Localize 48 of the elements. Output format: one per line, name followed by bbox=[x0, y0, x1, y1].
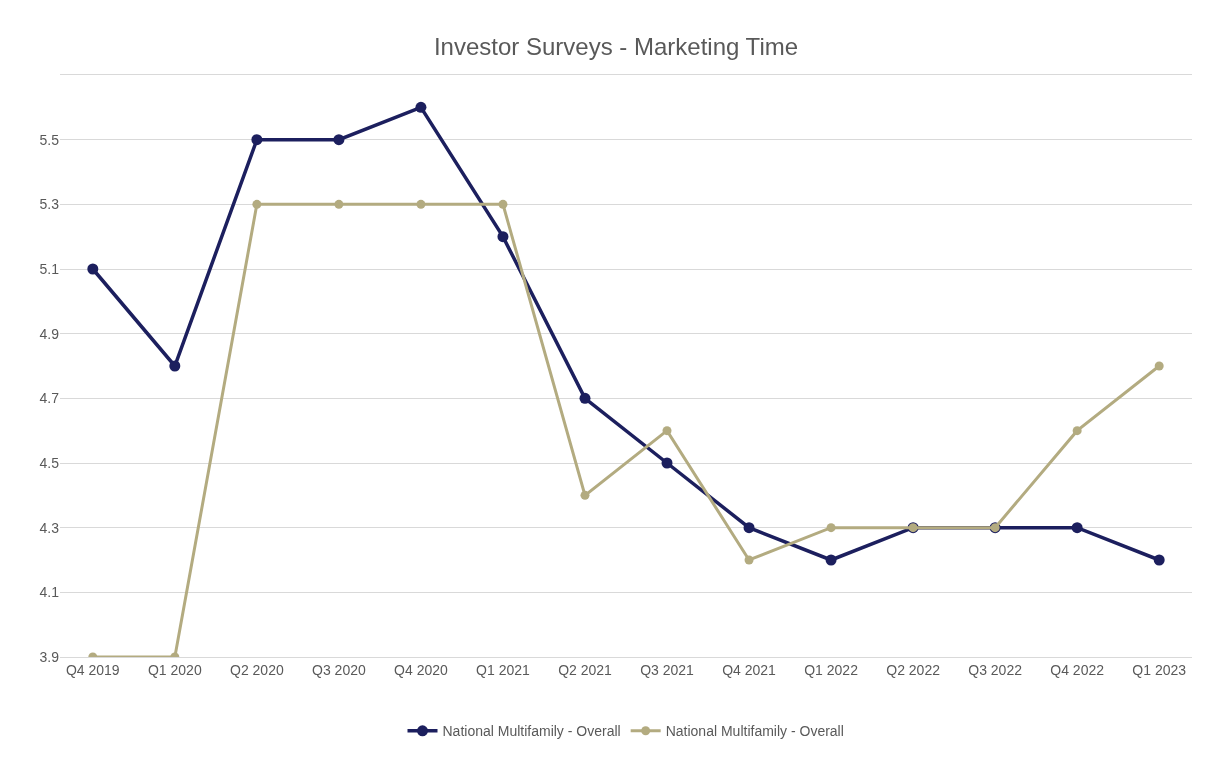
point bbox=[169, 360, 181, 372]
y-tick-label: 3.9 bbox=[39, 648, 60, 665]
x-tick-label: Q3 2021 bbox=[640, 661, 695, 678]
point bbox=[579, 392, 591, 404]
point bbox=[661, 457, 673, 469]
legend-label: National Multifamily - Overall bbox=[442, 723, 621, 740]
x-tick-label: Q2 2020 bbox=[230, 661, 284, 678]
point bbox=[1071, 522, 1083, 534]
point bbox=[333, 134, 345, 146]
x-tick-label: Q1 2022 bbox=[804, 661, 859, 678]
y-tick-label: 4.1 bbox=[39, 584, 60, 601]
x-tick-label: Q1 2020 bbox=[147, 661, 202, 678]
y-tick-label: 4.7 bbox=[39, 390, 60, 407]
point bbox=[251, 134, 263, 146]
x-tick-label: Q3 2020 bbox=[312, 661, 366, 678]
point bbox=[1154, 361, 1164, 371]
point bbox=[87, 263, 99, 275]
chart-title: Investor Surveys - Marketing Time bbox=[433, 32, 799, 60]
y-tick-label: 5.5 bbox=[39, 131, 60, 148]
x-tick-label: Q4 2021 bbox=[722, 661, 777, 678]
x-tick-label: Q3 2022 bbox=[968, 661, 1023, 678]
point bbox=[252, 199, 262, 209]
point bbox=[334, 199, 344, 209]
x-tick-label: Q4 2020 bbox=[394, 661, 448, 678]
point bbox=[744, 555, 754, 565]
point bbox=[1072, 426, 1082, 436]
x-tick-label: Q4 2022 bbox=[1050, 661, 1105, 678]
point bbox=[826, 523, 836, 533]
y-tick-label: 5.1 bbox=[39, 260, 60, 277]
point bbox=[416, 199, 426, 209]
y-tick-label: 5.3 bbox=[39, 196, 60, 213]
point bbox=[497, 231, 509, 243]
x-tick-label: Q1 2023 bbox=[1132, 661, 1187, 678]
legend-label: National Multifamily - Overall bbox=[665, 723, 844, 740]
x-tick-label: Q2 2022 bbox=[886, 661, 941, 678]
point bbox=[498, 199, 508, 209]
x-tick-label: Q1 2021 bbox=[476, 661, 531, 678]
y-tick-label: 4.3 bbox=[39, 519, 60, 536]
x-tick-label: Q2 2021 bbox=[558, 661, 613, 678]
point bbox=[662, 426, 672, 436]
y-tick-label: 4.9 bbox=[39, 325, 60, 342]
x-tick-label: Q4 2019 bbox=[65, 661, 120, 678]
point bbox=[825, 554, 837, 566]
point bbox=[415, 101, 427, 113]
point bbox=[580, 490, 590, 500]
point bbox=[1153, 554, 1165, 566]
y-tick-label: 4.5 bbox=[39, 454, 60, 471]
point bbox=[743, 522, 755, 534]
